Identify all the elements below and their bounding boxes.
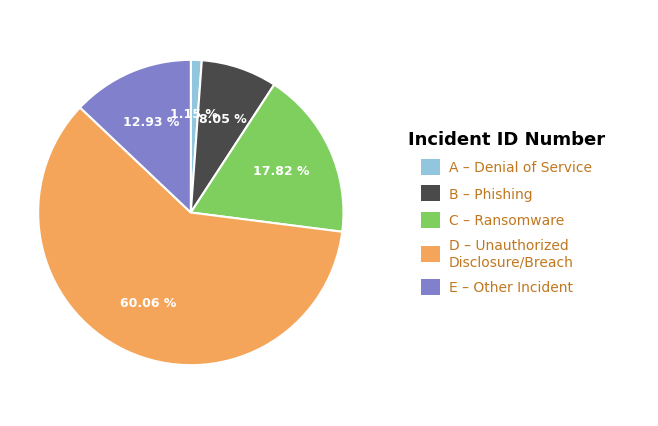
Wedge shape (191, 60, 202, 213)
Text: 1.15 %: 1.15 % (170, 108, 218, 121)
Wedge shape (191, 86, 343, 232)
Text: 12.93 %: 12.93 % (124, 115, 180, 129)
Text: 8.05 %: 8.05 % (199, 113, 246, 126)
Text: 60.06 %: 60.06 % (120, 296, 176, 309)
Wedge shape (191, 61, 274, 213)
Wedge shape (80, 60, 191, 213)
Legend: A – Denial of Service, B – Phishing, C – Ransomware, D – Unauthorized
Disclosure: A – Denial of Service, B – Phishing, C –… (408, 131, 605, 295)
Text: 17.82 %: 17.82 % (253, 165, 309, 178)
Wedge shape (38, 108, 342, 366)
